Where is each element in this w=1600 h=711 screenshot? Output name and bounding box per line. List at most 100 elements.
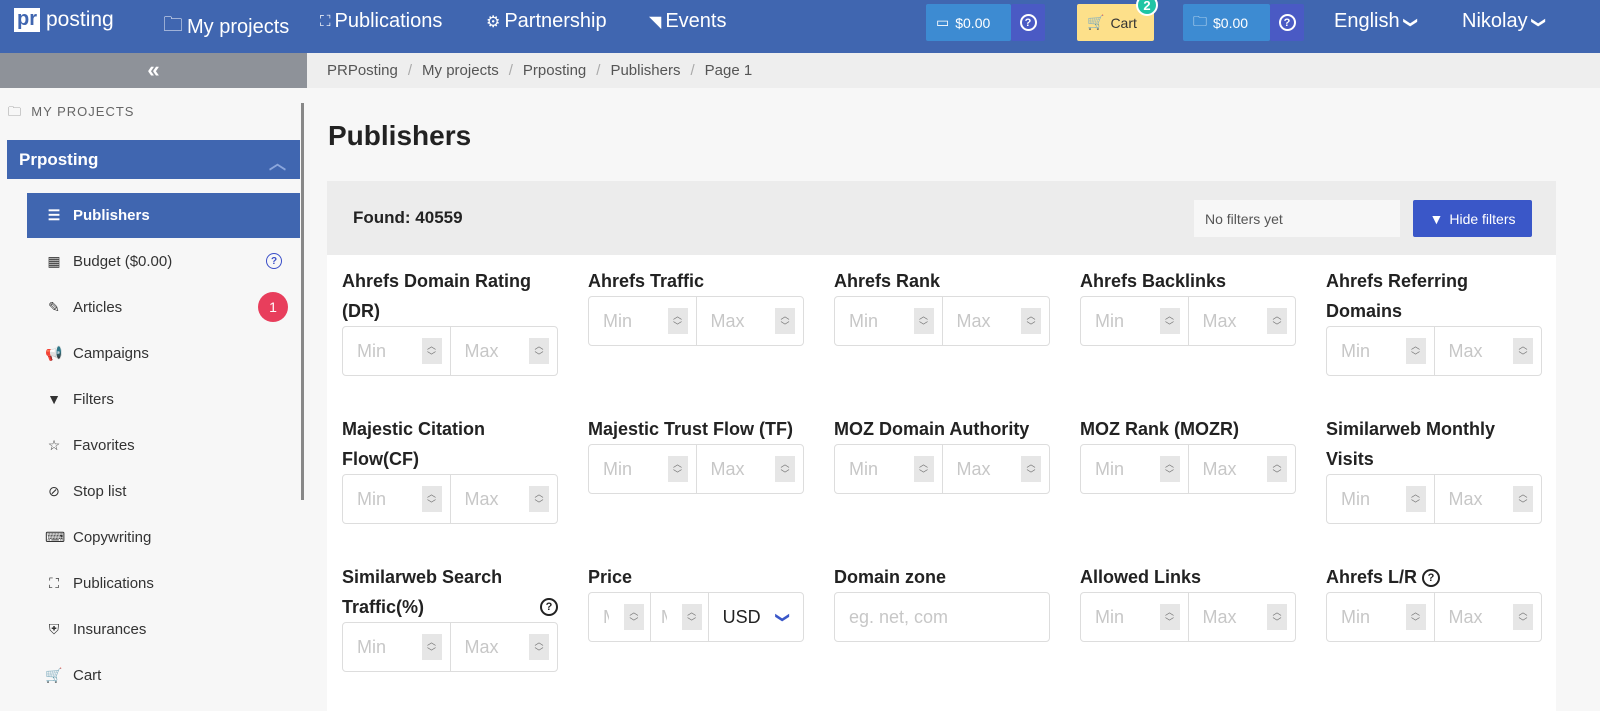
spinner-arrows-icon[interactable]: ︿ ﹀ [1405,604,1426,630]
min-input[interactable]: Min ︿ ﹀ [589,445,697,493]
filter-label: Allowed Links [1080,562,1296,592]
spinner-arrows-icon[interactable]: ︿ ﹀ [667,456,688,482]
max-input[interactable]: Max ︿ ﹀ [943,445,1050,493]
filter-icon: ▼ [1429,210,1444,227]
breadcrumb-item[interactable]: My projects [422,62,499,79]
spinner-arrows-icon[interactable]: ︿ ﹀ [529,486,549,512]
spinner-arrows-icon[interactable]: ︿ ﹀ [1159,604,1180,630]
spinner-arrows-icon[interactable]: ︿ ﹀ [775,308,795,334]
nav-publications[interactable]: ⛶ Publications [320,10,442,33]
spinner-arrows-icon[interactable]: ︿ ﹀ [1021,456,1041,482]
project-toggle[interactable]: Prposting ︿ [7,140,300,179]
spinner-arrows-icon[interactable]: ︿ ﹀ [667,308,688,334]
spinner-arrows-icon[interactable]: ︿ ﹀ [1267,604,1287,630]
spinner-arrows-icon[interactable]: ︿ ﹀ [1267,308,1287,334]
min-input[interactable]: Min ︿ ﹀ [343,327,451,375]
filter-ahrefs-domain-rating-dr: Ahrefs Domain Rating (DR) Min ︿ ﹀ Max ︿ ﹀ [342,266,558,376]
sidebar-item-publications[interactable]: ⛶ Publications [27,560,300,606]
min-input[interactable]: Min ︿ ﹀ [1327,475,1435,523]
sidebar-item-copywriting[interactable]: ⌨ Copywriting [27,514,300,560]
max-input[interactable]: Max ︿ ﹀ [1189,445,1296,493]
max-input[interactable]: Max ︿ ﹀ [943,297,1050,345]
placeholder: Max [464,340,499,361]
active-filters-field[interactable]: No filters yet [1194,200,1400,237]
min-input[interactable]: Min ︿ ﹀ [343,475,451,523]
balance-button[interactable]: ▭ $0.00 [926,4,1011,41]
nav-partnership[interactable]: ⚙ Partnership [486,10,607,33]
cart-button[interactable]: 🛒 Cart 2 [1077,0,1158,41]
spinner-arrows-icon[interactable]: ︿ ﹀ [1513,486,1533,512]
spinner-arrows-icon[interactable]: ︿ ﹀ [1159,456,1180,482]
balance-help-button[interactable]: ? [1011,4,1045,41]
min-input[interactable]: Min ︿ ﹀ [1081,445,1189,493]
spinner-arrows-icon[interactable]: ︿ ﹀ [1513,338,1533,364]
collapse-sidebar-button[interactable]: « [0,53,307,88]
breadcrumb-item[interactable]: Prposting [522,62,587,79]
max-input[interactable]: Max ︿ ﹀ [1435,593,1542,641]
max-input[interactable]: Max ︿ ﹀ [451,327,558,375]
spinner-arrows-icon[interactable]: ︿ ﹀ [1513,604,1533,630]
filter-label: Similarweb Monthly Visits [1326,414,1542,474]
sidebar-item-filters[interactable]: ▼ Filters [27,376,300,422]
project-balance-button[interactable]: 🗀 $0.00 [1183,4,1270,41]
language-dropdown[interactable]: English ❯ [1334,10,1420,33]
sidebar-item-budget[interactable]: ▦ Budget ($0.00)? [27,238,300,284]
sidebar-item-stop[interactable]: ⊘ Stop list [27,468,300,514]
price-max-input[interactable]: M ︿﹀ [651,593,709,641]
spinner-arrows-icon[interactable]: ︿ ﹀ [1405,486,1426,512]
nav-my-projects[interactable]: 🗀 My projects [163,10,289,44]
spinner-arrows-icon[interactable]: ︿ ﹀ [1159,308,1180,334]
max-input[interactable]: Max ︿ ﹀ [697,297,804,345]
spinner-arrows-icon[interactable]: ︿ ﹀ [1267,456,1287,482]
max-input[interactable]: Max ︿ ﹀ [1189,297,1296,345]
max-input[interactable]: Max ︿ ﹀ [1435,475,1542,523]
breadcrumb-item[interactable]: Publishers [610,62,681,79]
sidebar-item-publishers[interactable]: ☰ Publishers [27,193,300,238]
spinner-arrows-icon[interactable]: ︿ ﹀ [421,634,442,660]
help-icon[interactable]: ? [1422,569,1441,588]
max-input[interactable]: Max ︿ ﹀ [1435,327,1542,375]
domain-zone-input[interactable]: eg. net, com [834,592,1050,642]
spinner-arrows-icon[interactable]: ︿ ﹀ [623,604,644,630]
help-icon[interactable]: ? [540,598,558,616]
min-input[interactable]: Min ︿ ﹀ [835,297,943,345]
placeholder: Max [464,488,499,509]
spinner-arrows-icon[interactable]: ︿ ﹀ [1021,308,1041,334]
nav-events[interactable]: ◥ Events [649,10,726,33]
spinner-arrows-icon[interactable]: ︿ ﹀ [1405,338,1426,364]
breadcrumb-item[interactable]: PRPosting [327,62,398,79]
min-input[interactable]: Min ︿ ﹀ [1081,297,1189,345]
hide-filters-button[interactable]: ▼ Hide filters [1413,200,1532,237]
max-input[interactable]: Max ︿ ﹀ [697,445,804,493]
max-input[interactable]: Max ︿ ﹀ [1189,593,1296,641]
spinner-arrows-icon[interactable]: ︿ ﹀ [913,308,934,334]
spinner-arrows-icon[interactable]: ︿ ﹀ [421,486,442,512]
max-input[interactable]: Max ︿ ﹀ [451,475,558,523]
spinner-arrows-icon[interactable]: ︿ ﹀ [529,338,549,364]
spinner-arrows-icon[interactable]: ︿ ﹀ [913,456,934,482]
currency-select[interactable]: USD ❯ [709,593,803,641]
user-dropdown[interactable]: Nikolay ❯ [1462,10,1548,33]
nav-label: Partnership [504,10,607,32]
sidebar-item-articles[interactable]: ✎ Articles 1 [27,284,300,330]
sidebar-item-favorites[interactable]: ☆ Favorites [27,422,300,468]
logo[interactable]: pr posting [14,8,114,32]
max-input[interactable]: Max ︿ ﹀ [451,623,558,671]
min-input[interactable]: Min ︿ ﹀ [1327,593,1435,641]
sidebar-scrollbar[interactable] [301,103,304,500]
min-input[interactable]: Min ︿ ﹀ [1327,327,1435,375]
question-icon[interactable]: ? [266,253,282,269]
price-min-input[interactable]: M ︿﹀ [589,593,651,641]
spinner-arrows-icon[interactable]: ︿ ﹀ [421,338,442,364]
sidebar-item-cart[interactable]: 🛒 Cart [27,652,300,698]
sidebar-item-campaigns[interactable]: 📢 Campaigns [27,330,300,376]
spinner-arrows-icon[interactable]: ︿ ﹀ [775,456,795,482]
project-balance-help-button[interactable]: ? [1270,4,1304,41]
spinner-arrows-icon[interactable]: ︿ ﹀ [681,604,702,630]
min-input[interactable]: Min ︿ ﹀ [1081,593,1189,641]
min-input[interactable]: Min ︿ ﹀ [835,445,943,493]
sidebar-item-insurances[interactable]: ⛨ Insurances [27,606,300,652]
min-input[interactable]: Min ︿ ﹀ [343,623,451,671]
spinner-arrows-icon[interactable]: ︿ ﹀ [529,634,549,660]
min-input[interactable]: Min ︿ ﹀ [589,297,697,345]
